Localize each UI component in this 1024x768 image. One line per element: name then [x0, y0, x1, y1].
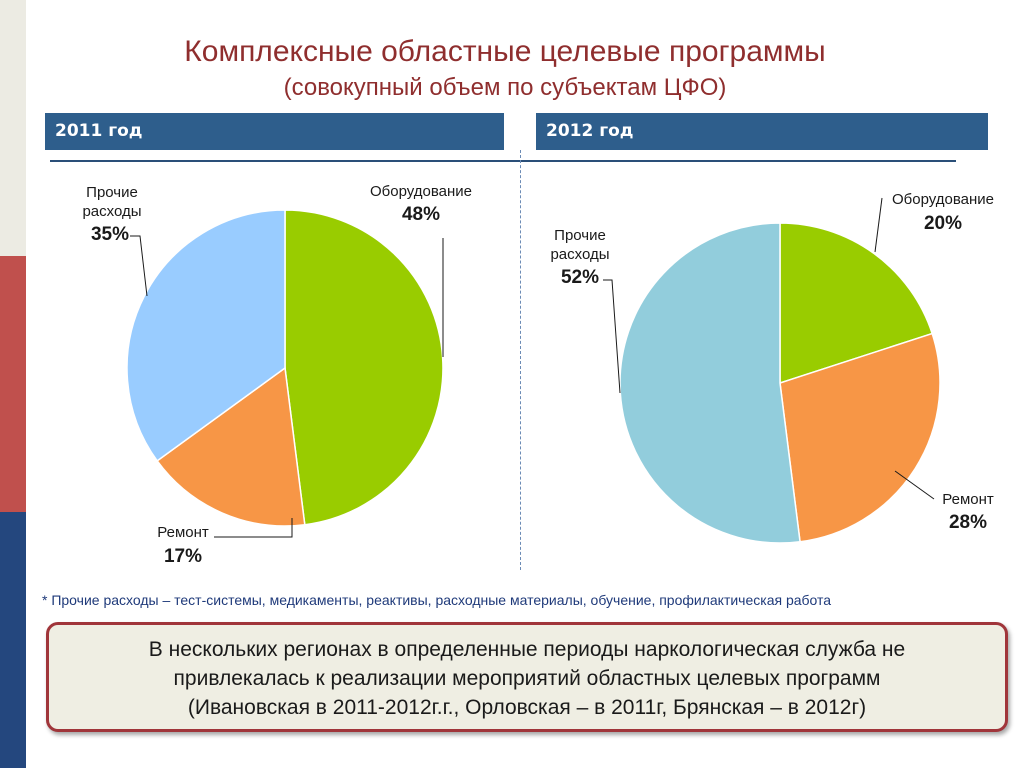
leader-line-repair-2011 [214, 518, 293, 538]
note-box: В нескольких регионах в определенные пер… [46, 622, 1008, 732]
slice-value-repair-2011: 17% [164, 546, 202, 567]
chart-divider [520, 150, 521, 570]
slice-label-other-2011: расходы [82, 203, 141, 220]
side-strip-blue [0, 512, 26, 768]
slice-value-other-2012: 52% [561, 267, 599, 288]
leader-line-repair-2012 [894, 470, 935, 500]
slice-label-other-2012: расходы [550, 246, 609, 263]
pie-slice-equipment-2011 [284, 209, 444, 526]
pie-slice-repair-2011 [156, 366, 306, 527]
footnote: * Прочие расходы – тест-системы, медикам… [42, 592, 832, 608]
pie-slice-equipment-2012 [779, 222, 934, 385]
leader-line-other-2011 [130, 235, 148, 297]
leader-line-equipment-2012 [874, 197, 883, 253]
side-strip-beige [0, 0, 26, 256]
page-title: Комплексные областные целевые программы [184, 35, 826, 68]
slice-value-equipment-2012: 20% [924, 213, 962, 234]
year-header-2012: 2012 год [536, 113, 988, 150]
side-strip-red [0, 256, 26, 512]
slice-label-repair-2011: Ремонт [157, 524, 209, 541]
note-line-2: привлекалась к реализации мероприятий об… [173, 667, 881, 690]
slice-value-other-2011: 35% [91, 224, 129, 245]
pie-slice-other-2012 [619, 222, 801, 544]
slice-label-other-2012: Прочие [554, 227, 606, 244]
pie-charts: Оборудование 48% Ремонт 17% Прочие расходы 35%… [82, 183, 994, 567]
slice-label-equipment-2012: Оборудование [892, 191, 994, 208]
year-header-2011: 2011 год [45, 113, 504, 150]
note-line-3: (Ивановская в 2011-2012г.г., Орловская –… [187, 696, 867, 719]
note-line-1: В нескольких регионах в определенные пер… [148, 638, 906, 661]
slice-label-equipment-2011: Оборудование [370, 183, 472, 200]
pie-slice-repair-2012 [779, 332, 941, 543]
header-rule [50, 160, 956, 162]
pie-slice-other-2011 [126, 209, 286, 462]
page-subtitle: (совокупный объем по субъектам ЦФО) [283, 74, 727, 101]
leader-line-other-2012 [603, 279, 621, 394]
slice-label-other-2011: Прочие [86, 184, 138, 201]
slice-label-repair-2012: Ремонт [942, 491, 994, 508]
slice-value-repair-2012: 28% [949, 512, 987, 533]
slice-value-equipment-2011: 48% [402, 204, 440, 225]
